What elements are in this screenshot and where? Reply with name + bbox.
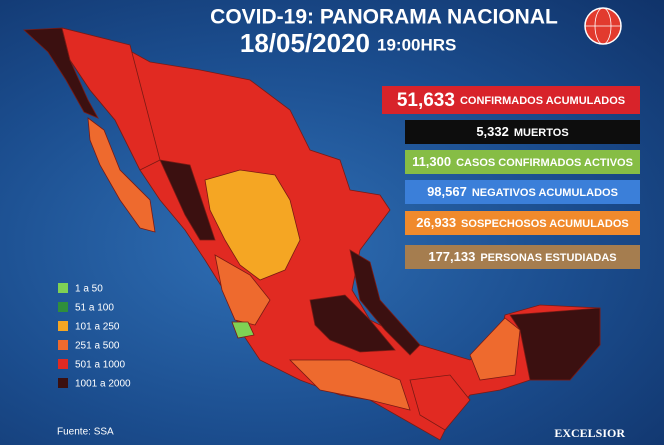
stat-label: CONFIRMADOS ACUMULADOS xyxy=(460,95,625,107)
date: 18/05/2020 xyxy=(240,28,370,58)
stat-line: 98,567 NEGATIVOS ACUMULADOS xyxy=(427,184,618,199)
stat-box xyxy=(405,211,640,235)
globe-icon xyxy=(584,7,622,45)
legend-swatch xyxy=(58,283,68,293)
legend-label: 1001 a 2000 xyxy=(75,379,131,390)
stat-label: MUERTOS xyxy=(514,127,569,139)
chiapas xyxy=(409,374,471,431)
stat-box xyxy=(405,150,640,174)
central-north xyxy=(204,169,301,281)
legend-label: 1 a 50 xyxy=(75,284,103,295)
legend-swatch xyxy=(58,340,68,350)
stat-box xyxy=(382,86,640,114)
map xyxy=(23,27,601,441)
colima xyxy=(231,321,255,339)
legend-swatch xyxy=(58,321,68,331)
tabasco-campeche xyxy=(469,317,521,381)
baja-california-sur xyxy=(87,117,156,233)
stat-value: 51,633 xyxy=(397,90,455,111)
legend-swatch xyxy=(58,302,68,312)
stat-line: 177,133 PERSONAS ESTUDIADAS xyxy=(428,249,616,264)
title: COVID-19: PANORAMA NACIONAL xyxy=(210,6,558,29)
stat-value: 98,567 xyxy=(427,184,467,199)
sonora xyxy=(61,27,161,171)
stat-label: SOSPECHOSOS ACUMULADOS xyxy=(461,218,629,230)
stats-panel: 51,633 CONFIRMADOS ACUMULADOS 5,332 MUERTOS… xyxy=(382,86,640,269)
stat-line: 26,933 SOSPECHOSOS ACUMULADOS xyxy=(416,215,628,230)
yucatan-qroo xyxy=(509,307,601,381)
stat-value: 177,133 xyxy=(428,249,475,264)
stat-label: CASOS CONFIRMADOS ACTIVOS xyxy=(456,157,633,169)
guerrero-oaxaca xyxy=(289,359,411,411)
stat-line: 11,300 CASOS CONFIRMADOS ACTIVOS xyxy=(412,154,633,169)
stat-label: NEGATIVOS ACUMULADOS xyxy=(472,187,618,199)
legend-label: 251 a 500 xyxy=(75,341,120,352)
veracruz xyxy=(349,249,421,356)
legend-label: 101 a 250 xyxy=(75,322,120,333)
stat-value: 5,332 xyxy=(476,124,509,139)
legend: 1 a 50 51 a 100 101 a 250 251 a 500 501 a 10… xyxy=(58,283,131,390)
jalisco xyxy=(214,254,271,326)
time: 19:00HRS xyxy=(377,35,456,54)
legend-swatch xyxy=(58,378,68,388)
brand: EXCELSIOR xyxy=(554,426,625,440)
stat-line: 51,633 CONFIRMADOS ACUMULADOS xyxy=(397,90,625,111)
legend-label: 51 a 100 xyxy=(75,303,114,314)
stat-box xyxy=(405,245,640,269)
stat-line: 5,332 MUERTOS xyxy=(476,124,568,139)
sinaloa xyxy=(159,159,216,241)
source: Fuente: SSA xyxy=(57,427,114,438)
stat-box xyxy=(405,180,640,204)
stat-label: PERSONAS ESTUDIADAS xyxy=(480,252,616,264)
stat-box xyxy=(405,120,640,144)
legend-swatch xyxy=(58,359,68,369)
stat-value: 26,933 xyxy=(416,215,456,230)
stat-value: 11,300 xyxy=(412,154,451,169)
center xyxy=(309,294,396,353)
legend-label: 501 a 1000 xyxy=(75,360,125,371)
